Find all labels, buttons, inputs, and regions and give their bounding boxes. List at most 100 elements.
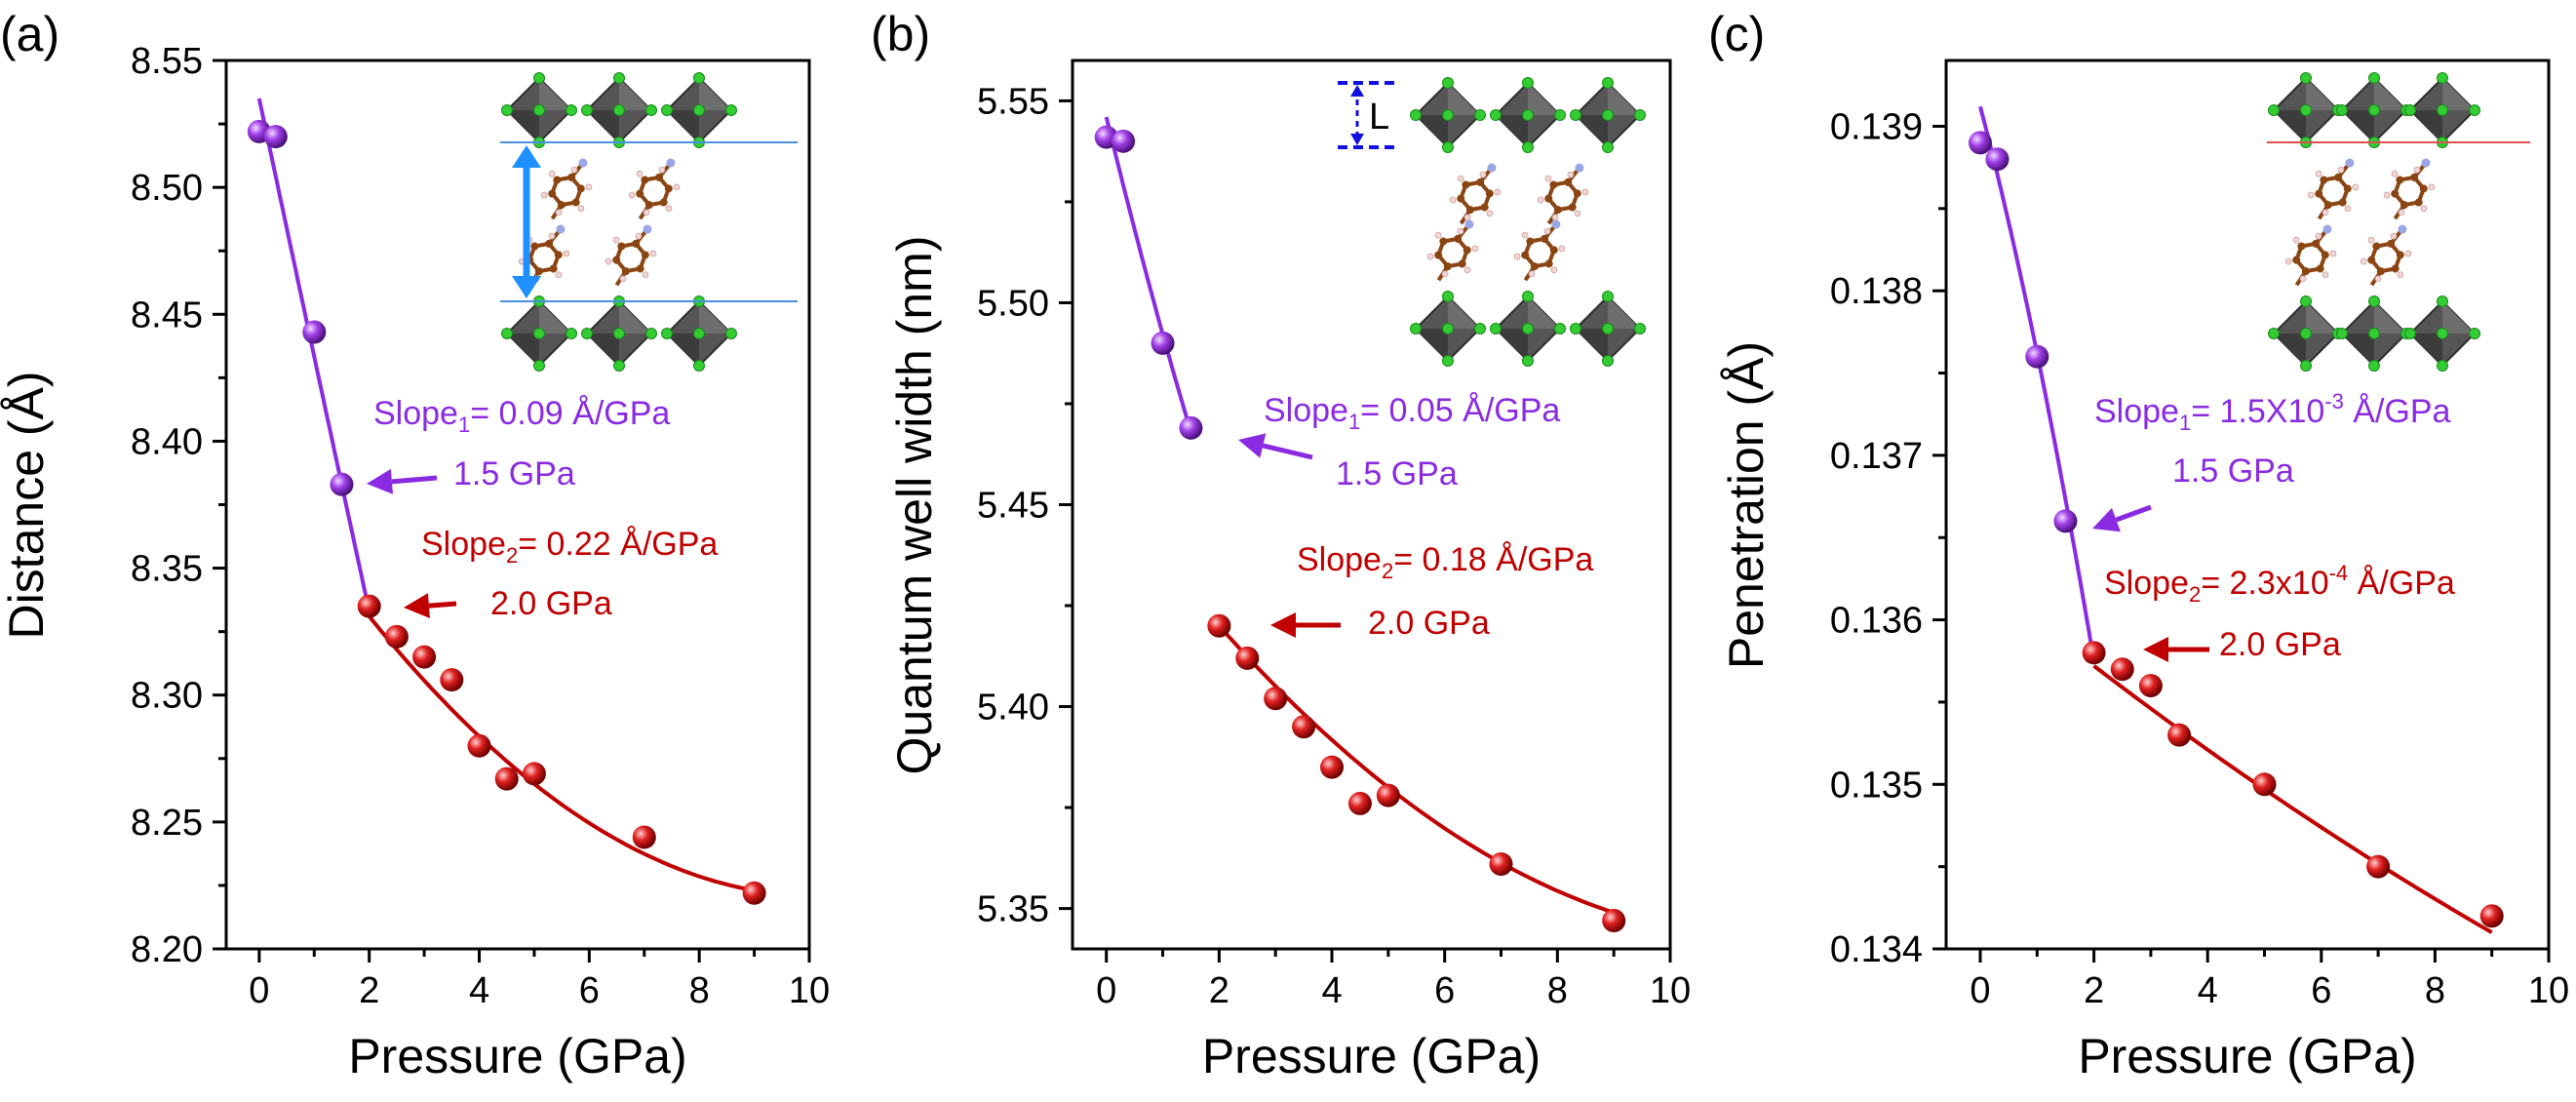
x-tick-label: 8 <box>1547 970 1568 1011</box>
hydrogen-atom <box>2337 166 2345 174</box>
hydrogen-atom <box>1574 210 1581 217</box>
organic-molecule-4 <box>605 224 657 287</box>
carbon-atom <box>2410 173 2419 181</box>
nitrogen-atom <box>666 158 676 168</box>
data-point <box>1376 783 1400 807</box>
hydrogen-atom <box>555 271 563 279</box>
x-tick-label: 0 <box>249 970 269 1011</box>
organic-molecule-1 <box>1449 163 1502 225</box>
data-point <box>2366 854 2391 879</box>
y-tick-label: 5.35 <box>977 889 1049 930</box>
halide-atom <box>693 360 705 372</box>
data-point <box>1292 715 1316 739</box>
y-tick-label: 8.35 <box>131 549 203 590</box>
data-point <box>1112 129 1136 153</box>
halide-atom <box>2368 295 2380 307</box>
slope2-value: = 0.18 Å/GPa <box>1393 541 1593 578</box>
halide-atom <box>2469 104 2480 116</box>
carbon-atom <box>554 251 563 259</box>
hydrogen-atom <box>643 209 650 216</box>
octahedron-face-bottom-2 <box>2442 301 2475 334</box>
hydrogen-atom <box>628 191 636 199</box>
panel-0: (a) 0 2 4 6 8 10 8.20 8.25 8.30 8.35 8.40 8.45 8.50 8.… <box>0 7 830 1083</box>
octahedron-face-bottom-1 <box>2342 334 2374 366</box>
halide-atom <box>566 104 577 116</box>
carbon-atom <box>2316 264 2324 273</box>
carbon-atom <box>1454 234 1463 243</box>
carbon-atom <box>1549 180 1558 189</box>
y-axis-label: Quantum well width (nm) <box>887 236 942 775</box>
halide-atom <box>2368 104 2380 116</box>
pressure1-label: 1.5 GPa <box>453 455 575 492</box>
hydrogen-atom <box>636 170 644 177</box>
carbon-atom <box>612 256 621 264</box>
hydrogen-atom <box>1471 245 1479 253</box>
hydrogen-atom <box>1434 231 1442 239</box>
carbon-atom <box>2320 176 2328 184</box>
octahedron-face-top-1 <box>1528 83 1560 115</box>
hydrogen-atom <box>2420 205 2428 213</box>
halide-atom <box>1602 323 1614 335</box>
carbon-atom <box>2338 198 2347 207</box>
halide-atom <box>1554 323 1566 335</box>
nitrogen-atom <box>2345 158 2355 168</box>
carbon-atom <box>644 201 653 210</box>
hydrogen-atom <box>1449 196 1457 204</box>
carbon-atom <box>2323 201 2332 210</box>
slope1-value: = 0.09 Å/GPa <box>470 395 670 432</box>
data-point <box>2082 641 2106 665</box>
halide-atom <box>1442 291 1454 302</box>
x-tick-label: 6 <box>1434 970 1455 1011</box>
halide-atom <box>1490 109 1502 121</box>
slope1-tail: Å/GPa <box>2344 393 2451 430</box>
carbon-atom <box>534 267 543 276</box>
y-tick-label: 8.30 <box>131 676 203 717</box>
octahedron-face-bottom-1 <box>587 334 619 366</box>
x-tick-label: 6 <box>579 970 600 1011</box>
carbon-atom <box>2292 256 2301 264</box>
carbon-atom <box>1553 206 1562 215</box>
carbon-atom <box>655 173 664 181</box>
carbon-atom <box>1463 246 1471 255</box>
carbon-atom <box>1541 234 1549 243</box>
octahedron-face-bottom-1 <box>1496 329 1528 361</box>
carbon-atom <box>2312 239 2321 248</box>
dashed-arrow-head <box>1350 134 1364 145</box>
slope2-label: Slope2= 2.3x10-4 Å/GPa <box>2104 561 2455 607</box>
hydrogen-atom <box>2322 209 2329 216</box>
octahedron-face-bottom-2 <box>667 334 699 366</box>
y-tick-label: 8.45 <box>131 295 203 335</box>
y-tick-label: 8.55 <box>131 41 203 82</box>
halide-atom <box>613 360 625 372</box>
halide-atom <box>1634 109 1646 121</box>
hydrogen-atom <box>1464 266 1471 274</box>
hydrogen-atom <box>1486 210 1494 217</box>
pressure1-label: 1.5 GPa <box>1336 455 1458 492</box>
carbon-atom <box>576 184 585 193</box>
arrow-1-shaft <box>2115 504 2152 523</box>
arrow-1-shaft <box>1262 443 1313 460</box>
y-tick-label: 0.138 <box>1830 271 1923 312</box>
x-axis-label: Pressure (GPa) <box>1202 1029 1541 1083</box>
slope1-superscript: -3 <box>2324 389 2344 413</box>
arrow-1-shaft <box>391 475 438 485</box>
x-tick-label: 2 <box>1209 970 1229 1011</box>
slope2-label: Slope2= 0.22 Å/GPa <box>421 526 718 568</box>
slope2-value: = 2.3x10 <box>2201 565 2328 602</box>
halide-atom <box>613 72 625 84</box>
octahedron-face-bottom-2 <box>1576 329 1608 361</box>
slope1-value: = 1.5X10 <box>2191 393 2324 430</box>
carbon-atom <box>1465 206 1474 215</box>
nitrogen-atom <box>578 158 588 168</box>
carbon-atom <box>1526 237 1535 246</box>
slope2-tail: Å/GPa <box>2348 565 2455 602</box>
halide-atom <box>693 72 705 84</box>
halide-atom <box>2300 295 2312 307</box>
data-point <box>2167 723 2192 747</box>
double-arrow-head <box>512 145 541 168</box>
nitrogen-atom <box>1575 163 1584 173</box>
data-point <box>1179 415 1203 440</box>
hydrogen-atom <box>2383 191 2391 199</box>
octahedron-face-bottom-1 <box>1528 296 1560 329</box>
x-tick-label: 0 <box>1970 970 1990 1011</box>
